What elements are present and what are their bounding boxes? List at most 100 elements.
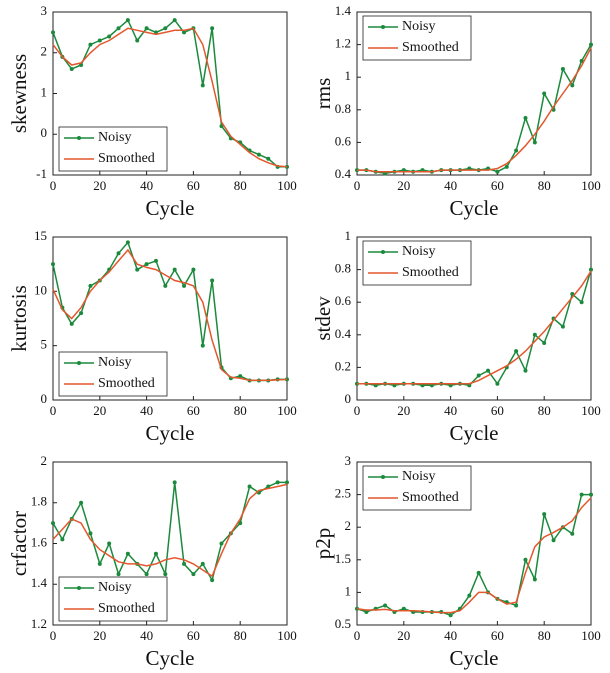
x-tick-label: 80 [538,403,551,418]
point [219,541,224,546]
panel: 0 20 40 60 80 100 0 5 10 15 Cycle kurtosis Noisy Smoo… [7,228,297,445]
legend-label: Smoothed [402,40,459,55]
legend-label: Smoothed [402,490,459,505]
y-tick-label: 2.5 [335,486,351,501]
x-tick-label: 0 [50,403,57,418]
y-axis-label: p2p [311,528,335,560]
point [514,603,519,608]
legend: Noisy Smoothed [58,126,168,172]
legend-box [362,240,472,286]
point [210,26,215,31]
y-tick-label: 0.2 [335,358,351,373]
point [560,67,565,72]
point [523,557,528,562]
x-axis-label: Cycle [146,421,195,445]
x-tick-label: 60 [491,628,504,643]
point [135,38,140,43]
panel: 0 20 40 60 80 100 1.2 1.4 1.6 1.8 2 Cycle crfactor No… [7,453,297,670]
y-tick-label: 1 [345,228,352,243]
x-tick-label: 0 [50,178,57,193]
point [182,30,187,35]
series-line [356,497,592,614]
series-line [52,248,288,382]
point [401,606,406,611]
point [97,561,102,566]
point [153,551,158,556]
point [135,267,140,272]
y-tick-label: 0.6 [335,133,352,148]
y-tick-label: 0.8 [335,261,351,276]
y-tick-label: 1.2 [335,36,351,51]
plot-frame [52,236,288,401]
point [495,381,500,386]
x-tick-label: 80 [234,178,247,193]
point [163,26,168,31]
x-tick-label: 80 [234,403,247,418]
point [579,300,584,305]
legend-label: Smoothed [98,601,155,616]
x-tick-label: 80 [538,628,551,643]
legend-marker [381,250,385,254]
point [476,373,481,378]
x-tick-label: 100 [277,178,297,193]
x-tick-label: 40 [444,403,457,418]
y-axis-label: skewness [7,54,31,133]
x-tick-label: 20 [397,628,410,643]
point [191,267,196,272]
x-axis-label: Cycle [450,196,499,220]
x-tick-label: 40 [140,628,153,643]
series-line [52,481,287,583]
series-line [357,44,592,175]
y-tick-label: 2 [41,453,48,468]
point [589,267,593,272]
x-tick-label: 0 [354,403,361,418]
series-line [357,269,592,387]
point [266,156,271,161]
y-tick-label: 2 [41,44,48,59]
y-tick-label: 1.4 [31,575,48,590]
point [285,377,289,382]
point [88,531,93,536]
x-axis-label: Cycle [146,196,195,220]
legend-marker [77,361,81,365]
point [69,67,74,72]
point [514,148,519,153]
legend-box [362,465,472,511]
legend-label: Noisy [98,355,131,370]
x-axis-label: Cycle [450,421,499,445]
point [69,321,74,326]
legend-label: Noisy [98,580,131,595]
point [163,283,168,288]
panel: 0 20 40 60 80 100 0.4 0.6 0.8 1 1.2 1.4 Cycle rms Nois… [311,3,601,220]
point [532,140,537,145]
point [589,42,593,47]
point [210,278,215,283]
point [200,343,205,348]
y-axis-label: crfactor [7,511,31,576]
point [153,258,158,263]
legend-label: Smoothed [98,376,155,391]
x-tick-label: 20 [93,628,106,643]
x-tick-label: 60 [491,403,504,418]
point [172,267,177,272]
point [172,480,177,485]
point [107,34,112,39]
y-tick-label: -1 [36,166,47,181]
x-tick-label: 20 [397,178,410,193]
point [51,521,55,526]
point [191,572,196,577]
x-tick-label: 100 [277,628,297,643]
point [144,262,149,267]
x-tick-label: 100 [581,403,601,418]
point [79,62,84,67]
y-tick-label: 0 [345,391,352,406]
point [560,324,565,329]
point [125,18,130,23]
y-tick-label: 1 [41,84,48,99]
x-tick-label: 80 [234,628,247,643]
point [116,26,121,31]
point [144,572,149,577]
point [364,609,369,614]
point [579,58,584,63]
